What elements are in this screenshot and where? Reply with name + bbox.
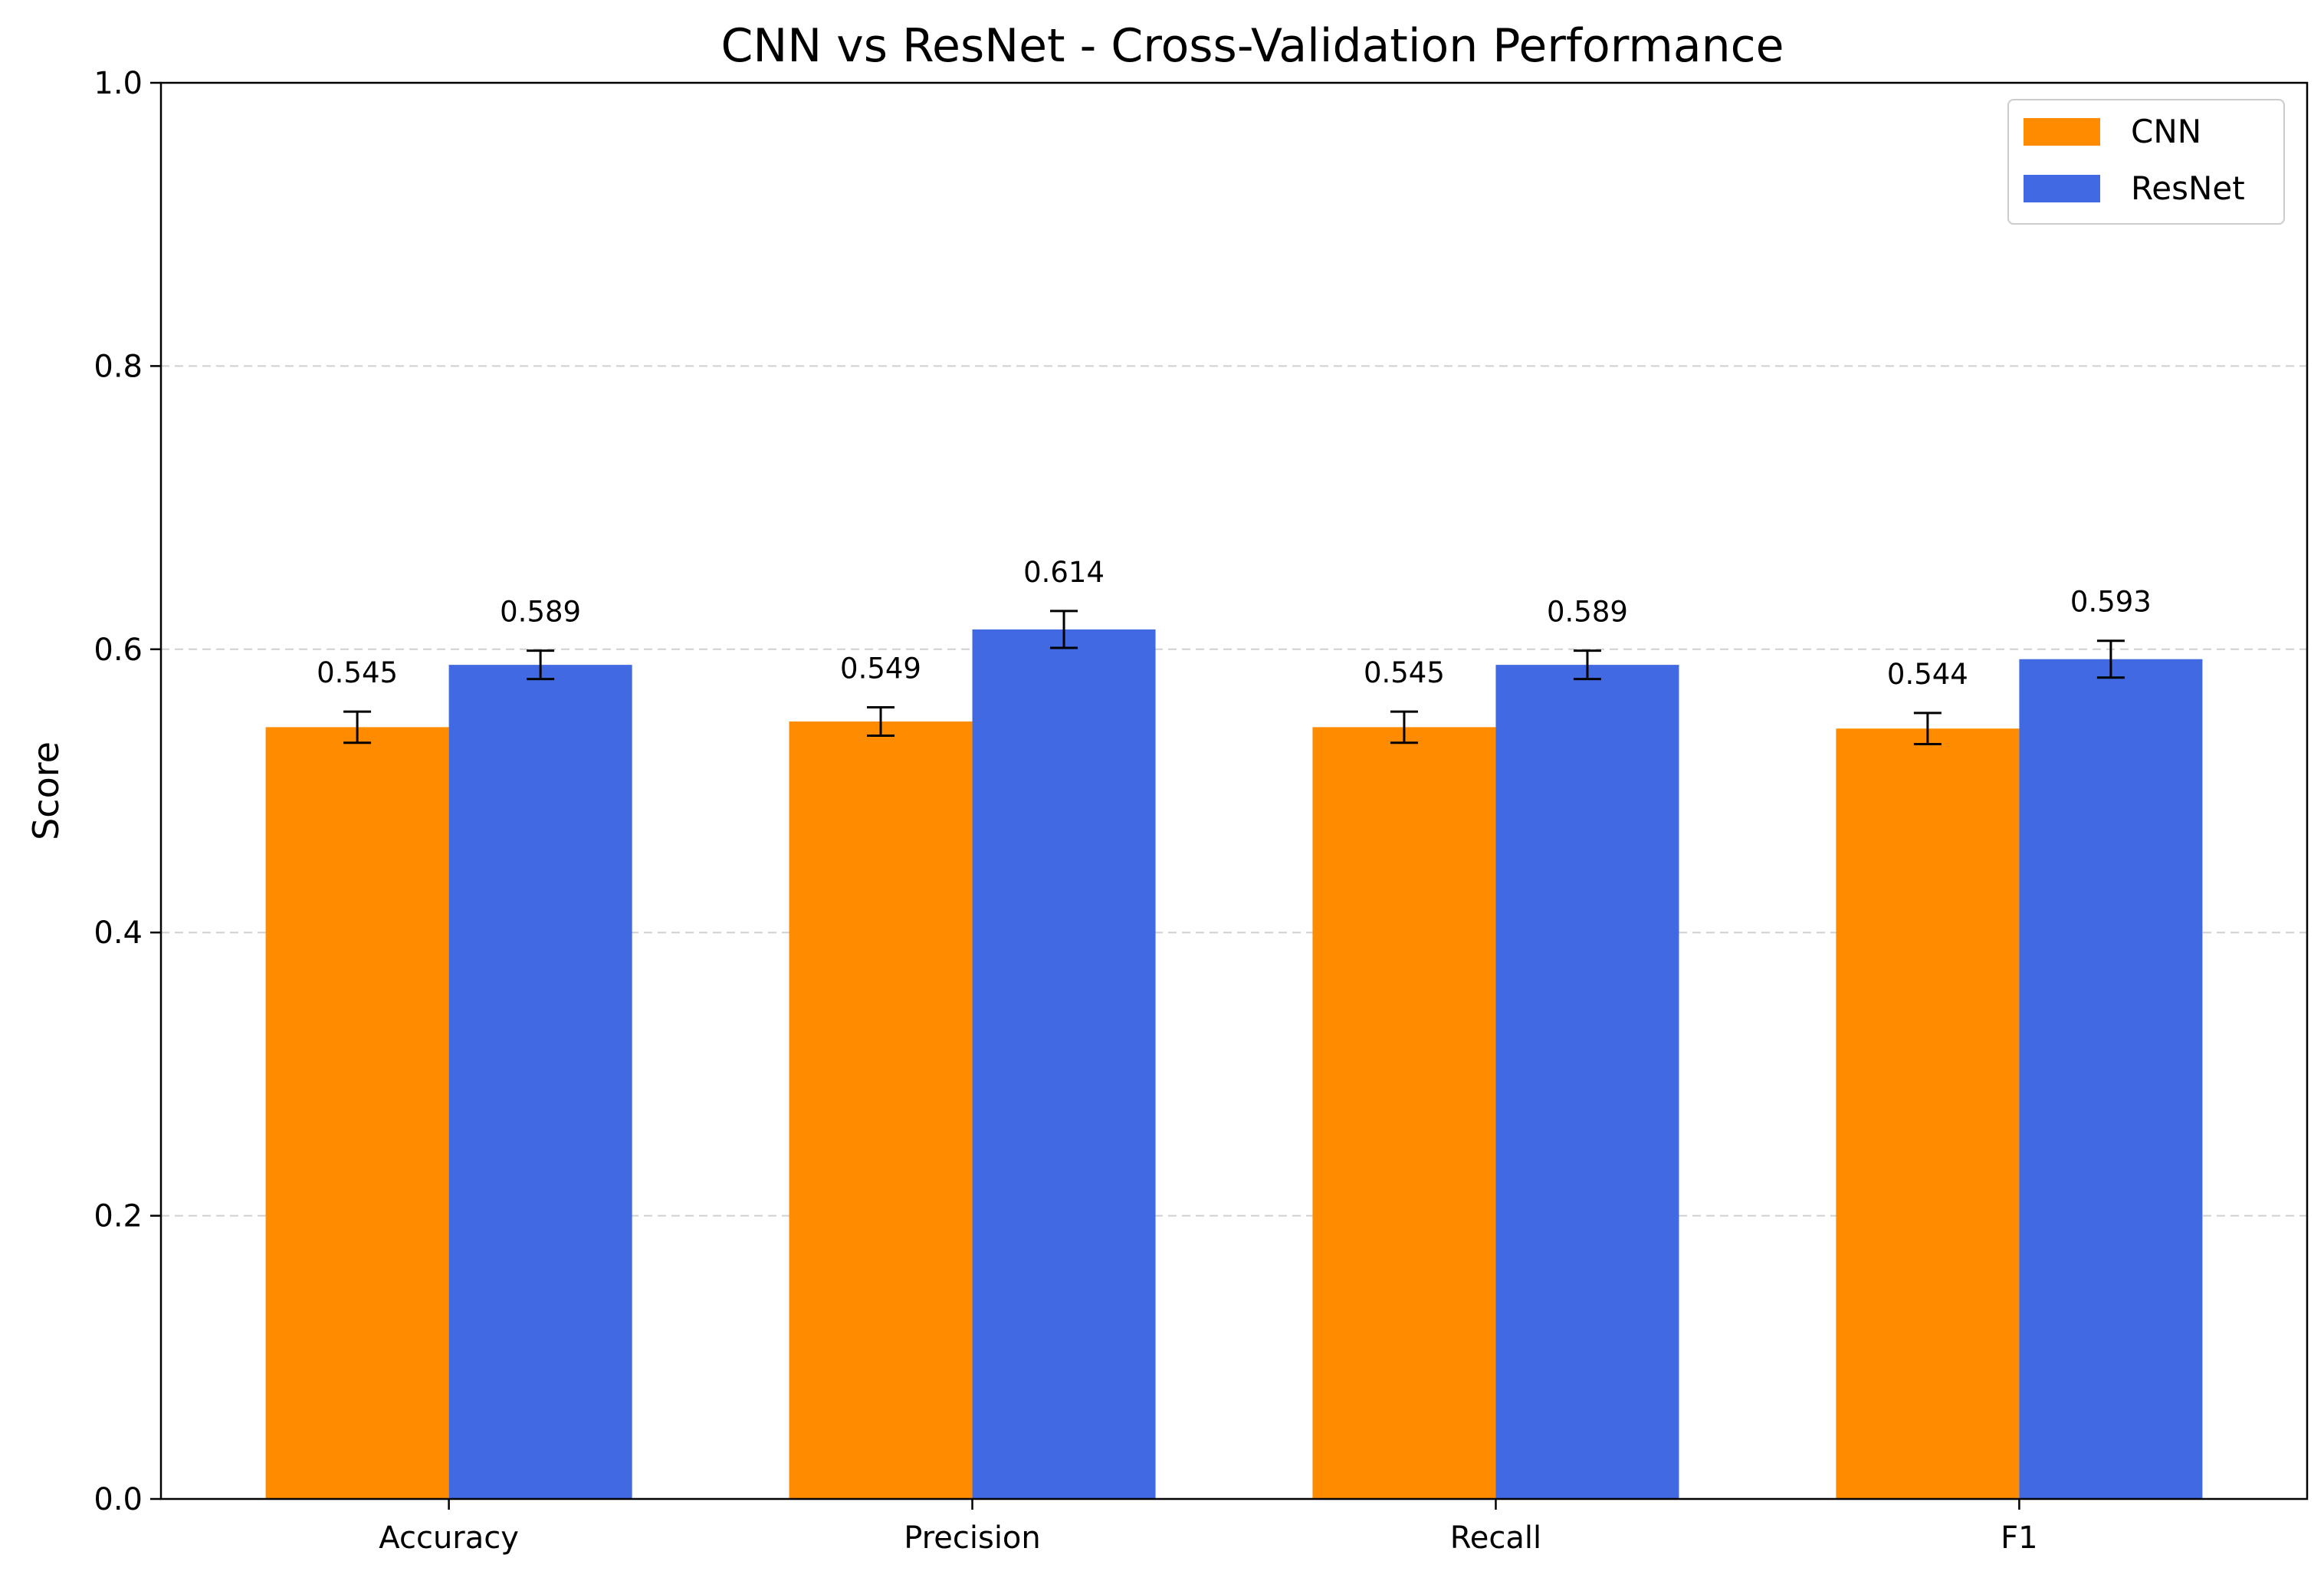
y-tick-label-5: 1.0: [94, 66, 143, 101]
legend-swatch-cnn: [2024, 118, 2100, 146]
y-tick-label-2: 0.4: [94, 915, 143, 951]
y-tick-label-1: 0.2: [94, 1199, 143, 1234]
value-label-cnn-recall: 0.545: [1364, 656, 1445, 689]
legend-label-resnet: ResNet: [2131, 169, 2245, 207]
x-tick-label-precision: Precision: [904, 1520, 1040, 1556]
value-label-resnet-recall: 0.589: [1547, 596, 1628, 629]
y-axis-label: Score: [25, 741, 67, 840]
y-axis-ticks: 0.0 0.2 0.4 0.6 0.8 1.0: [94, 66, 161, 1517]
bar-cnn-accuracy: [265, 727, 449, 1499]
error-bars: [343, 610, 2125, 746]
x-tick-label-f1: F1: [2001, 1520, 2037, 1556]
x-axis-ticks: Accuracy Precision Recall F1: [379, 1499, 2038, 1556]
bar-resnet-precision: [972, 629, 1156, 1499]
value-label-resnet-accuracy: 0.589: [500, 596, 581, 629]
bar-resnet-f1: [2019, 659, 2203, 1499]
y-tick-label-4: 0.8: [94, 349, 143, 384]
value-label-resnet-precision: 0.614: [1023, 556, 1105, 589]
bar-resnet-recall: [1495, 665, 1679, 1500]
value-label-cnn-f1: 0.544: [1887, 658, 1968, 691]
chart-title: CNN vs ResNet - Cross-Validation Perform…: [721, 19, 1784, 73]
legend-swatch-resnet: [2024, 175, 2100, 202]
bar-resnet-accuracy: [448, 665, 632, 1500]
y-tick-label-3: 0.6: [94, 633, 143, 668]
bar-cnn-recall: [1312, 727, 1496, 1499]
bar-cnn-precision: [789, 721, 973, 1499]
legend: CNN ResNet: [2007, 99, 2285, 225]
x-tick-label-recall: Recall: [1450, 1520, 1541, 1556]
bars: [265, 629, 2203, 1500]
value-labels: 0.545 0.589 0.549 0.614 0.545 0.589 0.544 0.593: [317, 556, 2152, 691]
y-tick-label-0: 0.0: [94, 1482, 143, 1517]
legend-label-cnn: CNN: [2131, 113, 2201, 150]
value-label-cnn-accuracy: 0.545: [317, 656, 398, 689]
bar-cnn-f1: [1836, 728, 2020, 1499]
value-label-cnn-precision: 0.549: [840, 652, 921, 685]
value-label-resnet-f1: 0.593: [2070, 586, 2152, 619]
x-tick-label-accuracy: Accuracy: [379, 1520, 519, 1556]
plot-frame: [159, 81, 2309, 1500]
